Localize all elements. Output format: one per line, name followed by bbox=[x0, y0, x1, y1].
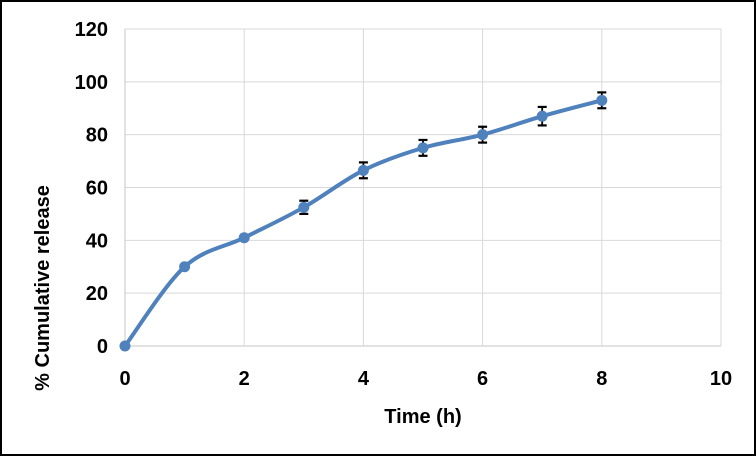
x-tick-label: 6 bbox=[477, 368, 488, 390]
x-tick-label: 0 bbox=[119, 368, 130, 390]
data-point-marker bbox=[179, 261, 191, 273]
x-tick-label: 4 bbox=[358, 368, 370, 390]
x-tick-label: 2 bbox=[239, 368, 250, 390]
y-tick-label: 0 bbox=[97, 336, 108, 358]
data-point-marker bbox=[357, 164, 369, 176]
data-point-marker bbox=[298, 201, 310, 213]
data-point-marker bbox=[536, 110, 548, 122]
y-tick-label: 60 bbox=[86, 178, 108, 200]
data-point-marker bbox=[417, 142, 429, 154]
data-point-marker bbox=[119, 340, 131, 352]
data-point-marker bbox=[596, 94, 608, 106]
y-tick-label: 80 bbox=[86, 125, 108, 147]
x-axis-title: Time (h) bbox=[384, 406, 462, 428]
data-point-marker bbox=[477, 129, 489, 141]
data-point-marker bbox=[238, 232, 250, 244]
series-line bbox=[123, 98, 604, 348]
x-tick-label: 8 bbox=[596, 368, 607, 390]
y-tick-label: 100 bbox=[75, 72, 108, 94]
y-tick-label: 40 bbox=[86, 230, 108, 252]
y-tick-label: 20 bbox=[86, 283, 108, 305]
y-tick-label: 120 bbox=[75, 19, 108, 41]
x-tick-label: 10 bbox=[710, 368, 732, 390]
y-axis-title: % Cumulative release bbox=[32, 185, 54, 391]
